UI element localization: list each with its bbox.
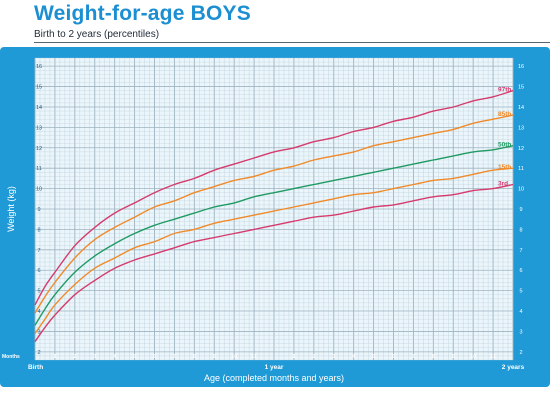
y-tick-label: 15 bbox=[36, 85, 42, 91]
x-tick-label: 6 bbox=[153, 354, 156, 360]
x-tick-label: 9 bbox=[213, 354, 216, 360]
x-tick-label: 8 bbox=[432, 354, 435, 360]
chart-subtitle: Birth to 2 years (percentiles) bbox=[34, 29, 160, 40]
series-line-50th bbox=[34, 145, 514, 326]
y-tick-label-right: 6 bbox=[519, 268, 522, 274]
y-tick-label: 16 bbox=[36, 64, 42, 70]
series-label-15th: 15th bbox=[498, 164, 511, 171]
x-tick-label: 6 bbox=[392, 354, 395, 360]
x-tick-label: 4 bbox=[113, 354, 117, 360]
y-tick-labels-right: 2 3 4 5 6 7 8 9 10 11 12 13 14 15 16 bbox=[518, 64, 524, 356]
y-tick-label-right: 15 bbox=[518, 85, 524, 91]
y-tick-label: 9 bbox=[37, 207, 40, 213]
series-line-85th bbox=[34, 114, 514, 314]
y-tick-label: 8 bbox=[37, 227, 40, 233]
axis-start-label: Months bbox=[2, 354, 20, 360]
x-tick-label: 4 bbox=[352, 354, 356, 360]
x-tick-label: 10 bbox=[470, 354, 476, 360]
x-tick-label: 1 bbox=[292, 354, 295, 360]
series-label-3rd: 3rd bbox=[498, 181, 508, 188]
y-tick-label: 6 bbox=[37, 268, 40, 274]
y-tick-label: 2 bbox=[37, 350, 40, 356]
y-tick-label: 5 bbox=[37, 289, 40, 295]
x-tick-label: 3 bbox=[93, 354, 96, 360]
series-label-97th: 97th bbox=[498, 87, 511, 94]
y-tick-label-right: 8 bbox=[519, 227, 522, 233]
y-tick-label-right: 14 bbox=[518, 105, 524, 111]
x-tick-label: 2 bbox=[312, 354, 315, 360]
y-tick-label-right: 2 bbox=[519, 350, 522, 356]
y-tick-label: 11 bbox=[36, 166, 42, 172]
x-tick-label: 8 bbox=[193, 354, 196, 360]
x-tick-label: 2 years bbox=[502, 364, 525, 371]
x-tick-label: 2 bbox=[73, 354, 76, 360]
x-tick-label: 5 bbox=[133, 354, 136, 360]
y-tick-labels-left: 2 3 4 5 6 7 8 9 10 11 12 13 14 15 16 bbox=[36, 64, 42, 356]
y-tick-label: 13 bbox=[36, 125, 42, 131]
y-tick-label-right: 5 bbox=[519, 289, 522, 295]
title-rule bbox=[34, 42, 550, 43]
y-tick-label-right: 16 bbox=[518, 64, 524, 70]
x-tick-label: 7 bbox=[173, 354, 176, 360]
y-tick-label-right: 10 bbox=[518, 187, 524, 193]
y-tick-label-right: 3 bbox=[519, 329, 522, 335]
y-tick-label: 3 bbox=[37, 329, 40, 335]
x-tick-label: 10 bbox=[231, 354, 237, 360]
chart-title: Weight-for-age BOYS bbox=[34, 2, 251, 25]
y-tick-label-right: 11 bbox=[518, 166, 524, 172]
y-tick-label-right: 9 bbox=[519, 207, 522, 213]
series-line-3rd bbox=[34, 183, 514, 343]
y-tick-label: 14 bbox=[36, 105, 42, 111]
x-tick-label: 11 bbox=[251, 354, 257, 360]
x-tick-label: 3 bbox=[332, 354, 335, 360]
y-tick-label-right: 13 bbox=[518, 125, 524, 131]
y-tick-label-right: 7 bbox=[519, 248, 522, 254]
x-tick-label: Birth bbox=[28, 364, 43, 371]
x-tick-label: 9 bbox=[452, 354, 455, 360]
grid-layer bbox=[34, 57, 514, 361]
y-tick-label-right: 4 bbox=[519, 309, 522, 315]
series-line-15th bbox=[34, 167, 514, 334]
series-labels: 97th 85th 50th 15th 3rd bbox=[498, 87, 511, 188]
x-tick-label: 7 bbox=[412, 354, 415, 360]
series-layer bbox=[34, 89, 514, 343]
y-tick-label: 7 bbox=[37, 248, 40, 254]
y-tick-label: 10 bbox=[36, 187, 42, 193]
y-axis-title: Weight (kg) bbox=[6, 186, 16, 232]
y-tick-label: 12 bbox=[36, 146, 42, 152]
x-tick-label: 1 year bbox=[265, 364, 284, 371]
x-tick-label: 5 bbox=[372, 354, 375, 360]
series-label-50th: 50th bbox=[498, 142, 511, 149]
y-tick-label-right: 12 bbox=[518, 146, 524, 152]
x-tick-label: 1 bbox=[53, 354, 56, 360]
series-line-97th bbox=[34, 89, 514, 306]
x-tick-label: 11 bbox=[490, 354, 496, 360]
x-tick-labels: Birth 1 2 3 4 5 6 7 8 9 10 11 1 year 1 2 3 4 5 6 7 8 9 10 11 2 y… bbox=[28, 354, 525, 371]
y-tick-label: 4 bbox=[37, 309, 40, 315]
x-axis-title: Age (completed months and years) bbox=[204, 373, 344, 383]
series-label-85th: 85th bbox=[498, 111, 511, 118]
